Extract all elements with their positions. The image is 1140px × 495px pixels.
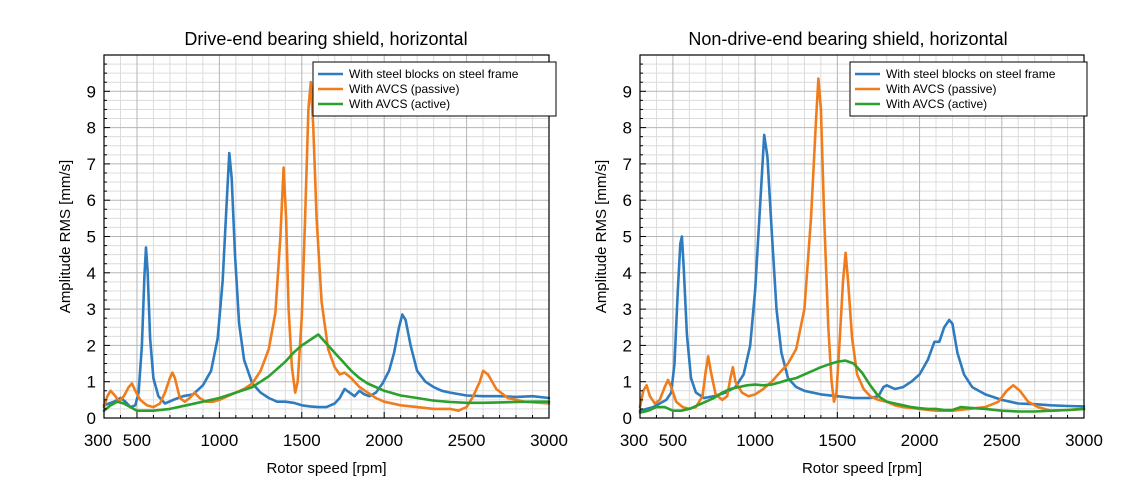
chart-title: Drive-end bearing shield, horizontal <box>184 29 467 49</box>
y-tick-label: 1 <box>623 373 632 392</box>
series-line-3 <box>638 359 1086 414</box>
chart-panel-2: 0 1 2 3 4 5 6 7 8 9 300 500 1000 1500 2000 2500 3000 Non-… <box>593 29 1103 477</box>
x-tick-label: 1000 <box>200 431 238 450</box>
y-axis-label: Amplitude RMS [mm/s] <box>57 160 74 313</box>
y-tick-label: 2 <box>623 336 632 355</box>
chart-panel-1: 0 1 2 3 4 5 6 7 8 9 300 500 1000 1500 2000 2500 3000 Driv… <box>57 29 568 477</box>
x-tick-label: 2000 <box>365 431 403 450</box>
legend-entry: With steel blocks on steel frame <box>349 67 519 81</box>
tick-marks <box>639 54 1085 419</box>
legend-entry: With AVCS (passive) <box>886 82 996 96</box>
series-line-2 <box>102 80 551 412</box>
series-line-1 <box>638 133 1086 412</box>
legend-entry: With AVCS (active) <box>886 97 987 111</box>
y-tick-label: 9 <box>623 82 632 101</box>
y-tick-label: 7 <box>623 155 632 174</box>
y-tick-label: 0 <box>623 409 632 428</box>
x-tick-label: 300 <box>620 431 648 450</box>
series-line-3 <box>102 333 551 412</box>
x-tick-label: 3000 <box>530 431 568 450</box>
x-tick-label: 1500 <box>283 431 321 450</box>
x-tick-label: 2000 <box>901 431 939 450</box>
y-tick-label: 8 <box>623 119 632 138</box>
y-tick-label: 0 <box>87 409 96 428</box>
chart-title: Non-drive-end bearing shield, horizontal <box>688 29 1007 49</box>
y-axis-label: Amplitude RMS [mm/s] <box>593 160 610 313</box>
x-tick-label: 1000 <box>736 431 774 450</box>
x-axis-label: Rotor speed [rpm] <box>266 460 386 477</box>
legend-entry: With AVCS (passive) <box>349 82 459 96</box>
y-tick-label: 8 <box>87 119 96 138</box>
x-tick-label: 300 <box>84 431 112 450</box>
x-axis-label: Rotor speed [rpm] <box>802 460 922 477</box>
y-tick-label: 5 <box>87 228 96 247</box>
x-tick-label: 2500 <box>983 431 1021 450</box>
y-tick-label: 7 <box>87 155 96 174</box>
legend-box <box>849 61 1088 117</box>
x-tick-label: 3000 <box>1065 431 1103 450</box>
y-tick-label: 5 <box>623 228 632 247</box>
x-tick-label: 2500 <box>448 431 486 450</box>
x-tick-label: 1500 <box>818 431 856 450</box>
y-tick-label: 1 <box>87 373 96 392</box>
y-tick-label: 4 <box>87 264 96 283</box>
legend-entry: With AVCS (active) <box>349 97 450 111</box>
y-tick-label: 9 <box>87 82 96 101</box>
series-line-1 <box>102 151 551 409</box>
tick-marks <box>103 54 550 419</box>
y-tick-label: 6 <box>623 191 632 210</box>
y-tick-label: 3 <box>87 300 96 319</box>
y-tick-label: 3 <box>623 300 632 319</box>
y-tick-label: 2 <box>87 336 96 355</box>
y-tick-label: 4 <box>623 264 632 283</box>
series-line-2 <box>638 77 1086 412</box>
x-tick-label: 500 <box>123 431 151 450</box>
x-tick-label: 500 <box>659 431 687 450</box>
y-tick-label: 6 <box>87 191 96 210</box>
legend-entry: With steel blocks on steel frame <box>886 67 1056 81</box>
legend-box <box>312 61 557 117</box>
